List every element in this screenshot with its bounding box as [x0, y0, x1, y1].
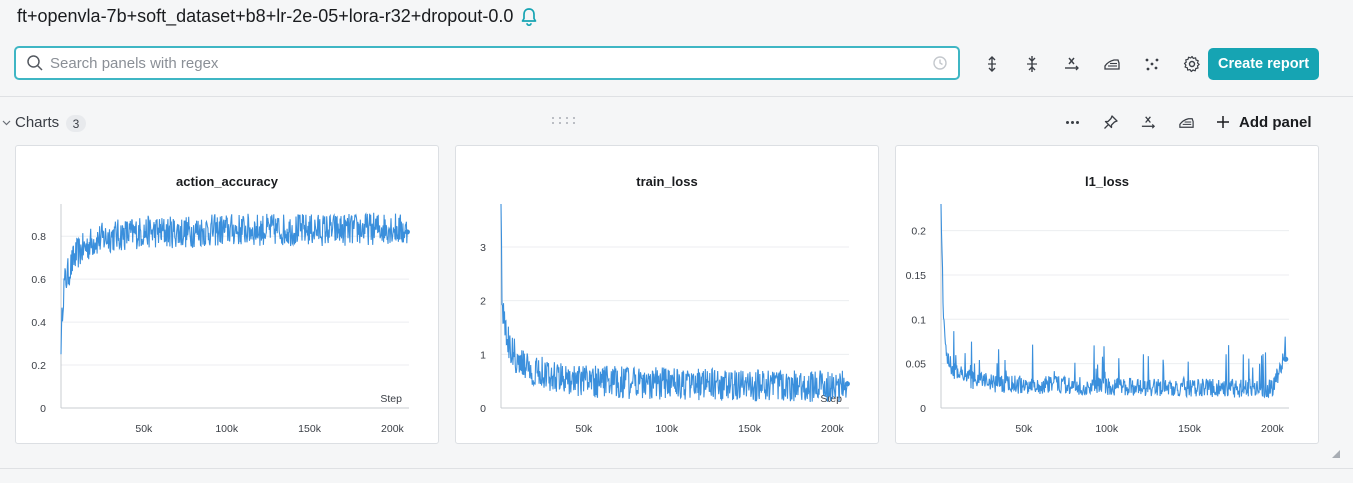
- resize-handle-icon[interactable]: [1332, 450, 1340, 458]
- charts-section-header: Charts 3: [0, 108, 1353, 138]
- y-tick-label: 0: [920, 403, 926, 415]
- more-icon: [1065, 120, 1079, 124]
- y-tick-label: 2: [480, 296, 486, 308]
- more-button[interactable]: [1053, 111, 1091, 133]
- section-toolbar: Add panel: [1053, 111, 1312, 133]
- chart-plot[interactable]: 0 0.2 0.4 0.6 0.8 50k 100k 150k 200k Step: [16, 146, 440, 445]
- x-tick-label: 200k: [821, 423, 845, 435]
- y-tick-label: 0.6: [31, 274, 46, 286]
- chart-panel-action-accuracy[interactable]: action_accuracy 0 0.2 0.4 0.6 0.8 50k 100k 150k…: [15, 145, 439, 444]
- run-title: ft+openvla-7b+soft_dataset+b8+lr-2e-05+l…: [17, 6, 539, 27]
- series-endpoint: [844, 381, 850, 387]
- divider: [0, 468, 1353, 469]
- smoothing-icon: [1104, 59, 1120, 70]
- plus-icon: [1217, 116, 1229, 128]
- scatter-icon: [1145, 58, 1159, 71]
- add-panel-button[interactable]: Add panel: [1215, 114, 1312, 131]
- panel-toolbar: [972, 53, 1212, 75]
- search-icon: [27, 55, 43, 71]
- section-title[interactable]: Charts: [15, 114, 60, 131]
- y-tick-label: 0.15: [906, 270, 927, 282]
- x-axis-icon: [1065, 57, 1079, 71]
- search-box[interactable]: [14, 46, 960, 80]
- create-report-button[interactable]: Create report: [1208, 48, 1319, 80]
- x-tick-label: 100k: [1095, 423, 1119, 435]
- run-name: ft+openvla-7b+soft_dataset+b8+lr-2e-05+l…: [17, 6, 514, 26]
- y-tick-label: 0: [40, 403, 46, 415]
- y-tick-label: 0.05: [906, 359, 927, 371]
- drag-handle-icon[interactable]: [551, 116, 577, 126]
- history-icon[interactable]: [932, 55, 948, 71]
- x-tick-label: 200k: [381, 423, 405, 435]
- series-line: [60, 212, 408, 355]
- x-tick-label: 150k: [298, 423, 322, 435]
- chart-panel-l1-loss[interactable]: l1_loss 0 0.05 0.1 0.15 0.2 50k 100k 150k 200k: [895, 145, 1319, 444]
- chart-title: l1_loss: [1084, 174, 1130, 189]
- y-tick-label: 3: [480, 242, 486, 254]
- y-tick-label: 0.2: [911, 226, 926, 238]
- panel-count-badge: 3: [66, 115, 86, 132]
- x-tick-label: 50k: [135, 423, 153, 435]
- x-tick-label: 100k: [215, 423, 239, 435]
- section-smoothing-button[interactable]: [1167, 111, 1205, 133]
- x-tick-label: 50k: [575, 423, 593, 435]
- pin-button[interactable]: [1091, 111, 1129, 133]
- y-tick-label: 0.2: [31, 360, 46, 372]
- smoothing-button[interactable]: [1092, 53, 1132, 75]
- x-tick-label: 100k: [655, 423, 679, 435]
- series-endpoint: [404, 229, 410, 235]
- chevron-down-icon[interactable]: [2, 118, 11, 127]
- x-tick-label: 200k: [1261, 423, 1285, 435]
- pin-icon: [1103, 114, 1118, 129]
- chart-plot[interactable]: 0 0.05 0.1 0.15 0.2 50k 100k 150k 200k: [896, 146, 1320, 445]
- smoothing-icon: [1178, 117, 1194, 128]
- bell-icon[interactable]: [519, 7, 539, 27]
- settings-button[interactable]: [1172, 53, 1212, 75]
- top-bar: ft+openvla-7b+soft_dataset+b8+lr-2e-05+l…: [0, 0, 1353, 97]
- collapse-vertical-icon: [1027, 56, 1037, 72]
- chart-title: train_loss: [636, 174, 698, 189]
- x-tick-label: 50k: [1015, 423, 1033, 435]
- expand-vertical-icon: [988, 56, 996, 72]
- collapse-vertical-button[interactable]: [1012, 53, 1052, 75]
- chart-panel-train-loss[interactable]: train_loss 0 1 2 3 50k 100k 150k 200k Step: [455, 145, 879, 444]
- x-axis-icon: [1141, 115, 1155, 129]
- expand-vertical-button[interactable]: [972, 53, 1012, 75]
- x-tick-label: 150k: [738, 423, 762, 435]
- scatter-button[interactable]: [1132, 53, 1172, 75]
- section-x-axis-button[interactable]: [1129, 111, 1167, 133]
- x-tick-label: 150k: [1178, 423, 1202, 435]
- series-line: [940, 203, 1287, 399]
- chart-title: action_accuracy: [176, 174, 278, 189]
- y-tick-label: 0: [480, 403, 486, 415]
- y-tick-label: 0.8: [31, 231, 46, 243]
- x-axis-label: Step: [380, 393, 402, 405]
- series-endpoint: [1283, 356, 1289, 362]
- search-input[interactable]: [50, 54, 932, 72]
- y-tick-label: 0.4: [31, 317, 46, 329]
- add-panel-label: Add panel: [1239, 113, 1312, 131]
- gear-icon: [1183, 55, 1200, 73]
- series-line: [500, 203, 848, 403]
- x-axis-button[interactable]: [1052, 53, 1092, 75]
- y-tick-label: 0.1: [911, 314, 926, 326]
- y-tick-label: 1: [480, 349, 486, 361]
